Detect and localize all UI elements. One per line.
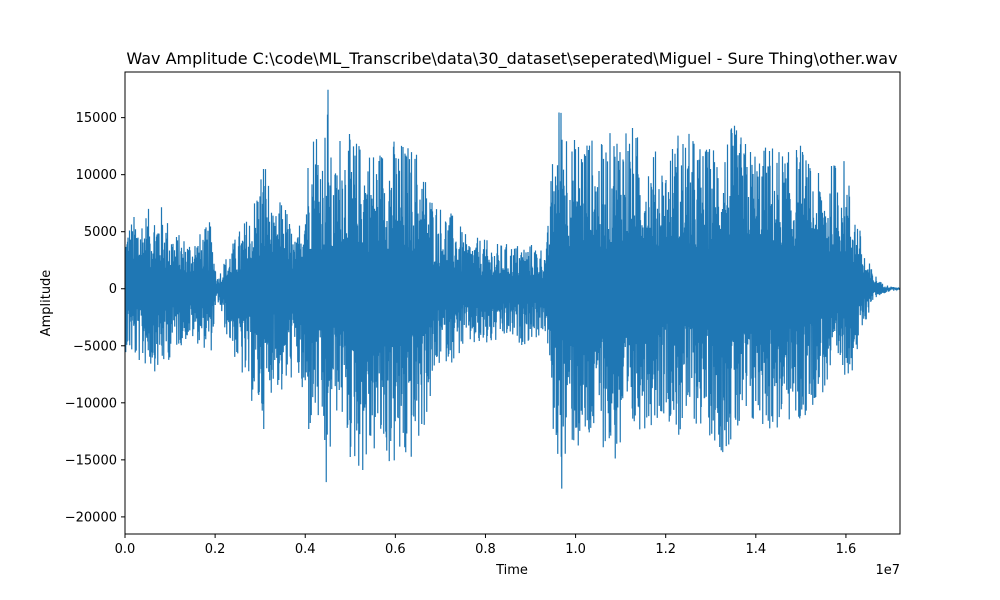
x-tick-label: 1.4 — [745, 542, 766, 557]
y-tick-label: −20000 — [65, 510, 117, 525]
y-tick-label: −10000 — [65, 396, 117, 411]
chart-title: Wav Amplitude C:\code\ML_Transcribe\data… — [126, 49, 897, 69]
x-tick-label: 0.6 — [385, 542, 406, 557]
y-tick-label: 5000 — [84, 225, 117, 240]
x-tick-label: 0.2 — [205, 542, 226, 557]
y-tick-label: 0 — [109, 282, 117, 297]
x-tick-label: 0.0 — [115, 542, 136, 557]
x-tick-label: 0.4 — [295, 542, 316, 557]
x-axis-title: Time — [495, 563, 528, 578]
y-axis-title: Amplitude — [39, 270, 54, 337]
y-tick-label: 10000 — [76, 168, 117, 183]
y-tick-label: 15000 — [76, 111, 117, 126]
x-tick-label: 1.6 — [836, 542, 857, 557]
y-tick-label: −5000 — [73, 339, 117, 354]
axis-ticks: 0.0 0.2 0.4 0.6 0.8 1.0 1.2 1.4 1.6 −20000 −15000 −… — [65, 111, 857, 557]
x-axis-offset-label: 1e7 — [875, 563, 900, 578]
waveform-series-line — [125, 89, 900, 489]
axes-frame — [124, 71, 901, 535]
plot-area — [125, 89, 900, 489]
y-tick-label: −15000 — [65, 453, 117, 468]
x-tick-label: 1.0 — [565, 542, 586, 557]
x-tick-label: 1.2 — [655, 542, 676, 557]
x-tick-label: 0.8 — [475, 542, 496, 557]
